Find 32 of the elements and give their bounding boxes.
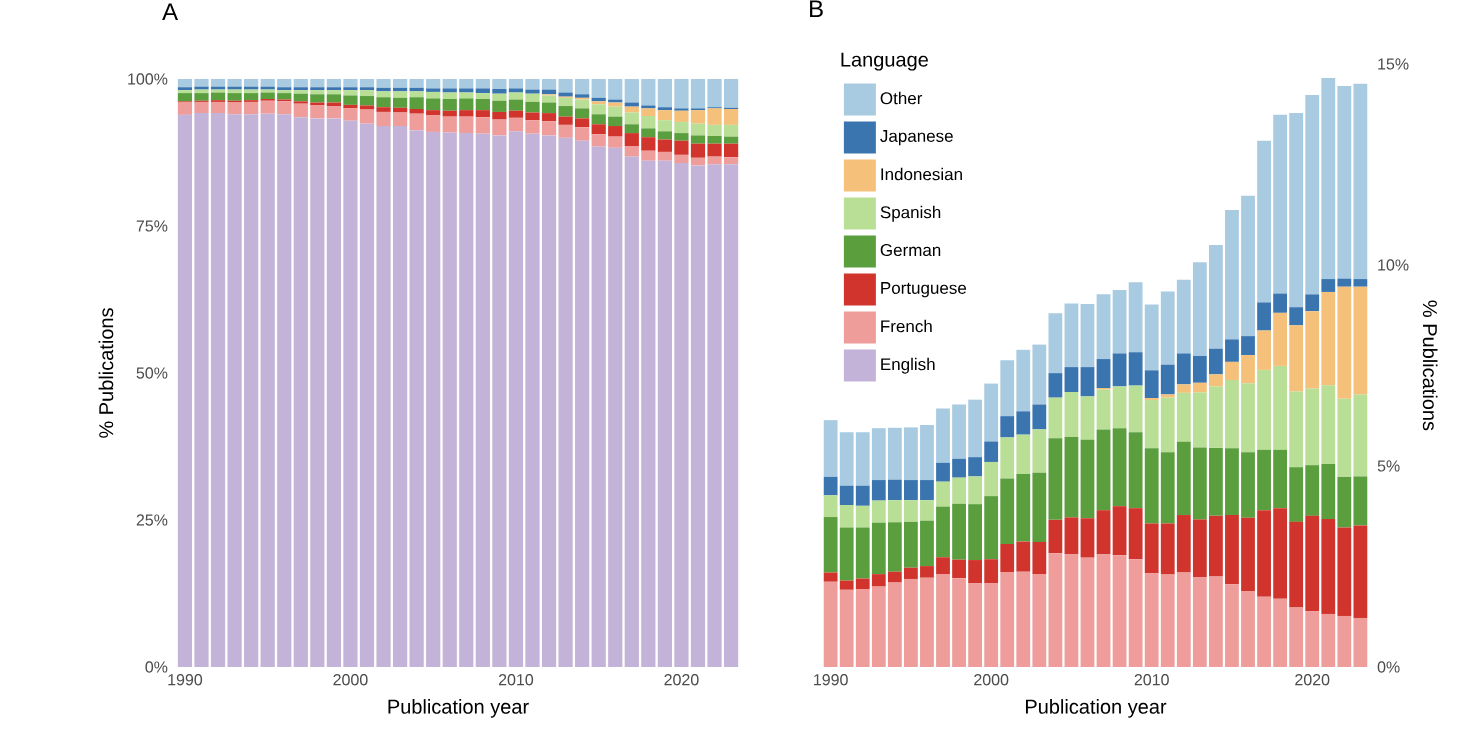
y-tick-label: 75%	[136, 220, 168, 232]
y-tick-label: 10%	[1378, 259, 1409, 271]
y-tick-label: 100%	[128, 73, 168, 85]
legend-label: French	[881, 319, 932, 333]
chart-title: B	[810, 0, 823, 17]
legend-label: Indonesian	[881, 167, 962, 181]
chart-title: A	[162, 3, 179, 20]
legend-label: English	[881, 357, 935, 374]
x-tick-label: 2000	[974, 674, 1009, 686]
legend-label: Japanese	[880, 130, 953, 146]
legend-label: Portuguese	[881, 282, 967, 298]
y-axis-title: % Publications	[98, 308, 114, 438]
x-tick-label: 2020	[664, 674, 699, 686]
x-tick-label: 1990	[814, 674, 848, 686]
x-tick-label: 2020	[1295, 674, 1330, 686]
x-tick-label: 2010	[498, 674, 534, 686]
legend-label: Spanish	[880, 205, 941, 222]
y-tick-label: 15%	[1378, 58, 1409, 70]
legend-title: Language	[841, 52, 928, 71]
y-tick-label: 25%	[136, 514, 168, 526]
x-axis-title: Publication year	[388, 699, 529, 718]
x-axis-title: Publication year	[1025, 699, 1167, 718]
legend-label: Other	[880, 91, 923, 105]
y-tick-label: 50%	[136, 367, 168, 379]
y-tick-label: 5%	[1377, 460, 1400, 472]
y-tick-label: 0%	[1377, 661, 1400, 673]
legend-label: German	[880, 244, 941, 257]
x-tick-label: 1990	[168, 674, 203, 686]
y-axis-title: % Publications	[1422, 300, 1438, 431]
y-tick-label: 0%	[145, 661, 168, 673]
x-tick-label: 2000	[333, 674, 368, 686]
x-tick-label: 2010	[1134, 674, 1169, 686]
